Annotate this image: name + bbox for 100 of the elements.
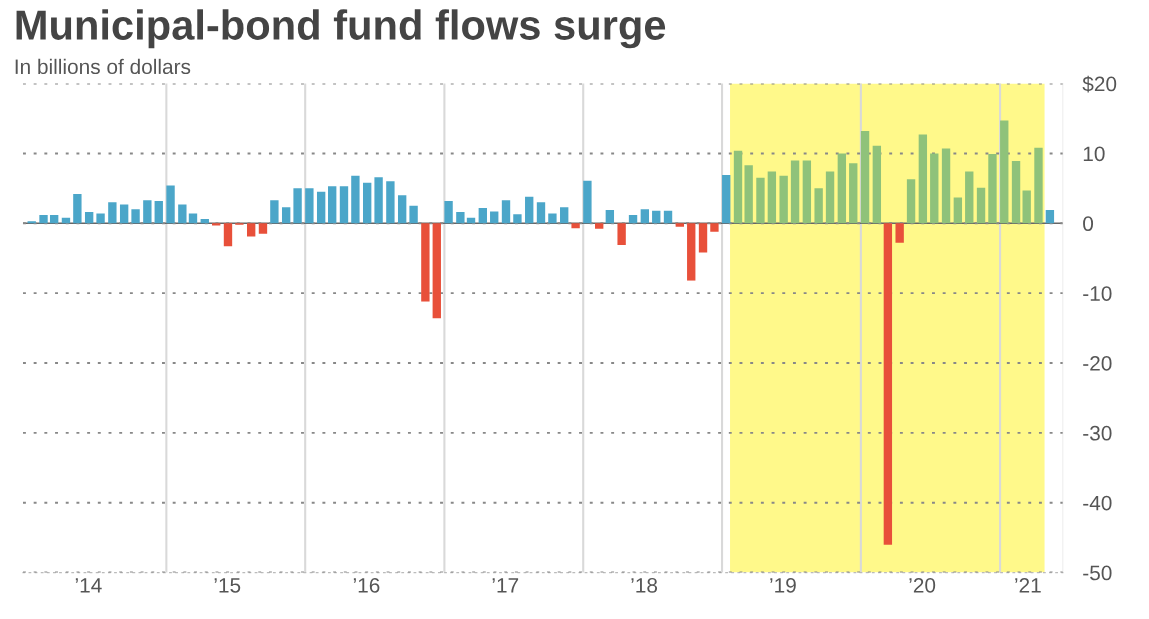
bar bbox=[143, 200, 152, 224]
bar bbox=[1011, 161, 1021, 224]
bar bbox=[837, 153, 847, 224]
bar bbox=[744, 165, 753, 224]
x-tick-label: ’20 bbox=[909, 577, 936, 593]
x-tick-label: ’16 bbox=[353, 577, 380, 593]
bar bbox=[663, 210, 673, 224]
bar bbox=[895, 223, 904, 243]
x-tick-label: ’17 bbox=[492, 578, 519, 593]
bar bbox=[131, 209, 140, 224]
x-tick-label: ’21 bbox=[1015, 577, 1041, 593]
bar bbox=[872, 145, 882, 224]
bar bbox=[305, 188, 314, 224]
bar bbox=[386, 181, 395, 224]
bar bbox=[790, 160, 800, 224]
bar bbox=[710, 223, 719, 232]
bar bbox=[640, 209, 650, 224]
bar bbox=[1022, 190, 1031, 224]
chart-subtitle: In billions of dollars bbox=[15, 58, 191, 75]
bar bbox=[722, 175, 731, 224]
bar bbox=[536, 202, 546, 224]
bar bbox=[339, 186, 349, 224]
bar bbox=[96, 213, 105, 224]
x-tick-label: ’19 bbox=[770, 577, 796, 593]
bar bbox=[281, 207, 291, 224]
chart-title: Municipal-bond fund flows surge bbox=[16, 9, 666, 49]
bar bbox=[1045, 210, 1055, 224]
bar bbox=[178, 204, 187, 224]
bar bbox=[802, 160, 812, 224]
bar bbox=[293, 188, 302, 224]
bar bbox=[166, 185, 175, 224]
bar bbox=[675, 223, 685, 227]
bar bbox=[247, 223, 256, 237]
bar bbox=[270, 200, 279, 224]
bar bbox=[918, 134, 928, 224]
bar bbox=[328, 186, 337, 224]
bar bbox=[363, 182, 372, 224]
bar bbox=[258, 223, 268, 234]
y-tick-label: -40 bbox=[1083, 495, 1112, 511]
bar bbox=[906, 179, 916, 224]
bar bbox=[965, 171, 974, 224]
bar bbox=[953, 197, 963, 224]
bar bbox=[628, 214, 638, 224]
bar bbox=[548, 213, 557, 224]
bar bbox=[756, 177, 765, 224]
bar bbox=[617, 223, 626, 245]
bar bbox=[513, 214, 522, 224]
bar bbox=[108, 202, 117, 224]
bar bbox=[421, 223, 430, 302]
bar bbox=[583, 180, 592, 224]
bar bbox=[988, 154, 997, 224]
y-tick-label: -50 bbox=[1083, 565, 1112, 581]
y-tick-label: 0 bbox=[1083, 216, 1094, 232]
bar bbox=[39, 214, 48, 224]
bar bbox=[397, 195, 407, 224]
bar bbox=[1034, 147, 1043, 224]
bar bbox=[154, 200, 163, 224]
y-tick-label: -20 bbox=[1083, 356, 1112, 371]
bar bbox=[478, 207, 487, 224]
bar bbox=[698, 223, 708, 253]
bar bbox=[409, 205, 418, 224]
bar bbox=[941, 148, 951, 224]
bar bbox=[930, 153, 939, 224]
bar bbox=[316, 191, 326, 224]
bar bbox=[444, 200, 453, 224]
bar bbox=[119, 204, 129, 224]
x-tick-label: ’18 bbox=[631, 577, 658, 593]
bar bbox=[733, 150, 743, 224]
y-tick-label: 10 bbox=[1083, 146, 1105, 162]
bar bbox=[456, 212, 465, 224]
bar bbox=[374, 177, 383, 224]
bar bbox=[883, 223, 893, 545]
y-tick-label: -10 bbox=[1083, 286, 1112, 301]
bar bbox=[490, 211, 499, 224]
bar bbox=[652, 210, 661, 224]
bar bbox=[605, 210, 615, 224]
bar bbox=[595, 223, 604, 229]
bar bbox=[814, 188, 823, 224]
y-tick-label: -30 bbox=[1083, 425, 1112, 441]
bar bbox=[779, 175, 788, 224]
y-tick-label: $20 bbox=[1082, 75, 1117, 93]
bar bbox=[687, 223, 696, 281]
bar bbox=[825, 171, 835, 224]
bar bbox=[1000, 120, 1009, 224]
bar bbox=[976, 187, 986, 224]
bar bbox=[432, 223, 441, 319]
bar bbox=[84, 212, 94, 224]
bar bbox=[849, 163, 858, 224]
bar bbox=[49, 214, 59, 224]
bar bbox=[200, 219, 209, 224]
x-tick-label: ’14 bbox=[75, 578, 102, 593]
bar bbox=[351, 175, 360, 224]
bar bbox=[767, 171, 777, 224]
bar bbox=[560, 207, 569, 224]
bar bbox=[525, 196, 534, 224]
x-tick-label: ’15 bbox=[214, 578, 241, 593]
bar bbox=[571, 223, 580, 229]
bar bbox=[860, 131, 870, 224]
bar bbox=[501, 200, 511, 224]
bar bbox=[73, 193, 82, 224]
